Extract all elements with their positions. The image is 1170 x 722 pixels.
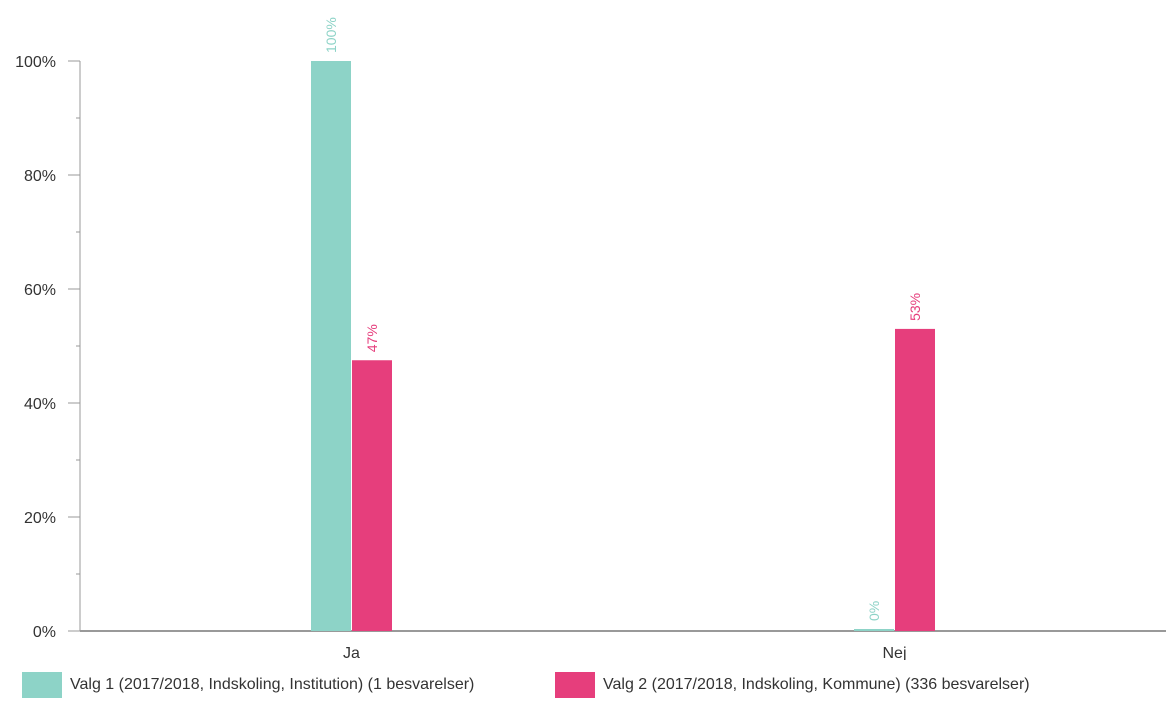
legend-item-series-1[interactable]: Valg 1 (2017/2018, Indskoling, Instituti… — [22, 670, 474, 700]
bar-value-label: 53% — [907, 293, 923, 321]
y-axis: 0% 20% 40% 60% 80% 100% — [15, 54, 81, 641]
legend-item-series-2[interactable]: Valg 2 (2017/2018, Indskoling, Kommune) … — [555, 670, 1030, 700]
bar-nej-series-1[interactable] — [854, 629, 894, 631]
y-tick-label: 60% — [24, 282, 56, 299]
y-tick-label: 0% — [33, 624, 56, 641]
bar-chart: 0% 20% 40% 60% 80% 100% Ja Nej 100% 47% 0% 53% — [15, 17, 1166, 660]
bars — [311, 61, 935, 631]
legend-label-series-2: Valg 2 (2017/2018, Indskoling, Kommune) … — [603, 676, 1030, 693]
legend-swatch-series-1 — [22, 672, 62, 698]
y-tick-label: 100% — [15, 54, 56, 71]
y-tick-label: 20% — [24, 510, 56, 527]
bar-value-label: 100% — [323, 17, 339, 53]
legend-label-series-1: Valg 1 (2017/2018, Indskoling, Instituti… — [70, 676, 475, 693]
x-tick-label: Ja — [343, 645, 360, 660]
y-tick-label: 40% — [24, 396, 56, 413]
x-axis: Ja Nej — [80, 630, 1166, 660]
bar-ja-series-1[interactable] — [311, 61, 351, 631]
y-tick-label: 80% — [24, 168, 56, 185]
x-tick-label: Nej — [882, 645, 906, 660]
bar-nej-series-2[interactable] — [895, 328, 935, 631]
bar-ja-series-2[interactable] — [352, 360, 392, 631]
bar-value-label: 0% — [866, 601, 882, 621]
legend: Valg 1 (2017/2018, Indskoling, Instituti… — [0, 670, 1170, 710]
bar-labels: 100% 47% 0% 53% — [323, 17, 923, 621]
bar-value-label: 47% — [364, 324, 380, 352]
legend-swatch-series-2 — [555, 672, 595, 698]
